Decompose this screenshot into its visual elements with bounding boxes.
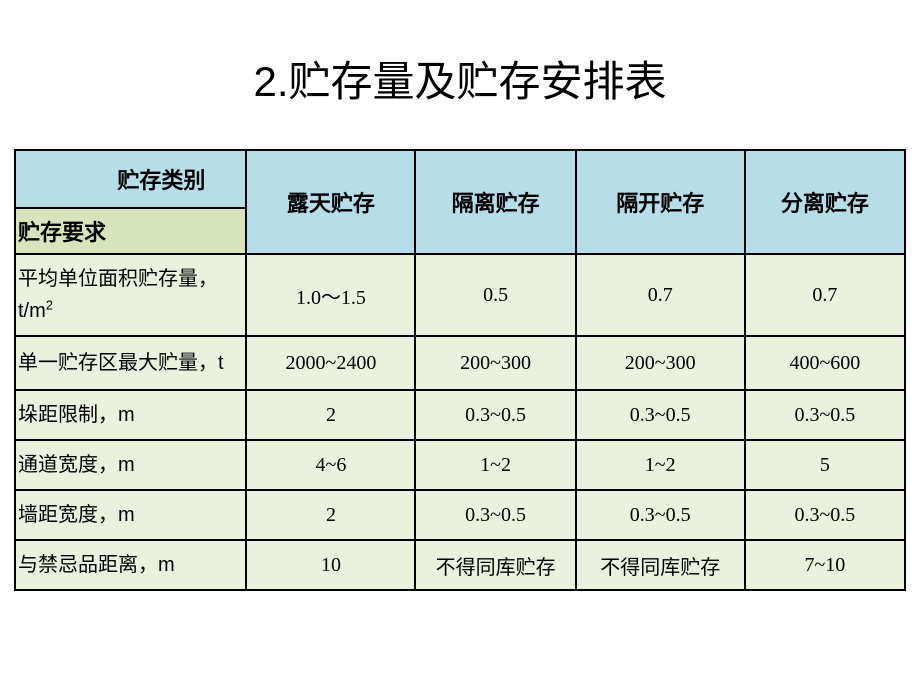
storage-table-wrap: 贮存类别 露天贮存 隔离贮存 隔开贮存 分离贮存 贮存要求 平均单位面积贮存量，…	[0, 149, 920, 591]
col-segregated: 分离贮存	[745, 150, 905, 254]
table-cell: 2000~2400	[246, 336, 415, 390]
table-cell: 1.0～1.5	[246, 254, 415, 336]
table-row: 单一贮存区最大贮量，t 2000~2400 200~300 200~300 40…	[15, 336, 905, 390]
table-cell: 200~300	[415, 336, 575, 390]
table-cell: 0.3~0.5	[576, 390, 745, 440]
table-cell: 1~2	[415, 440, 575, 490]
row-label-super: 2	[46, 297, 53, 312]
page-title: 2.贮存量及贮存安排表	[0, 0, 920, 149]
table-row: 通道宽度，m 4~6 1~2 1~2 5	[15, 440, 905, 490]
table-cell: 0.3~0.5	[415, 490, 575, 540]
header-requirement: 贮存要求	[15, 208, 246, 254]
row-label-incompatible-distance: 与禁忌品距离，m	[15, 540, 246, 590]
table-cell: 10	[246, 540, 415, 590]
table-cell: 不得同库贮存	[576, 540, 745, 590]
header-category: 贮存类别	[15, 150, 246, 208]
table-cell: 5	[745, 440, 905, 490]
table-cell: 0.3~0.5	[415, 390, 575, 440]
table-row: 墙距宽度，m 2 0.3~0.5 0.3~0.5 0.3~0.5	[15, 490, 905, 540]
table-cell: 0.7	[745, 254, 905, 336]
table-cell: 200~300	[576, 336, 745, 390]
table-cell: 0.3~0.5	[745, 490, 905, 540]
table-cell: 不得同库贮存	[415, 540, 575, 590]
header-row-1: 贮存类别 露天贮存 隔离贮存 隔开贮存 分离贮存	[15, 150, 905, 208]
table-row: 垛距限制，m 2 0.3~0.5 0.3~0.5 0.3~0.5	[15, 390, 905, 440]
col-separated: 隔开贮存	[576, 150, 745, 254]
table-cell: 0.3~0.5	[745, 390, 905, 440]
table-row: 平均单位面积贮存量，t/m2 1.0～1.5 0.5 0.7 0.7	[15, 254, 905, 336]
table-cell: 2	[246, 390, 415, 440]
table-cell: 400~600	[745, 336, 905, 390]
col-isolated: 隔离贮存	[415, 150, 575, 254]
row-label-pile-distance: 垛距限制，m	[15, 390, 246, 440]
table-cell: 0.3~0.5	[576, 490, 745, 540]
table-cell: 7~10	[745, 540, 905, 590]
row-label-aisle-width: 通道宽度，m	[15, 440, 246, 490]
table-cell: 4~6	[246, 440, 415, 490]
col-outdoor: 露天贮存	[246, 150, 415, 254]
table-row: 与禁忌品距离，m 10 不得同库贮存 不得同库贮存 7~10	[15, 540, 905, 590]
row-label-max-storage: 单一贮存区最大贮量，t	[15, 336, 246, 390]
table-cell: 1~2	[576, 440, 745, 490]
row-label-wall-distance: 墙距宽度，m	[15, 490, 246, 540]
row-label-text: 平均单位面积贮存量，t/m	[18, 268, 218, 322]
row-label-avg-density: 平均单位面积贮存量，t/m2	[15, 254, 246, 336]
table-cell: 0.7	[576, 254, 745, 336]
storage-table: 贮存类别 露天贮存 隔离贮存 隔开贮存 分离贮存 贮存要求 平均单位面积贮存量，…	[14, 149, 906, 591]
table-cell: 2	[246, 490, 415, 540]
table-cell: 0.5	[415, 254, 575, 336]
